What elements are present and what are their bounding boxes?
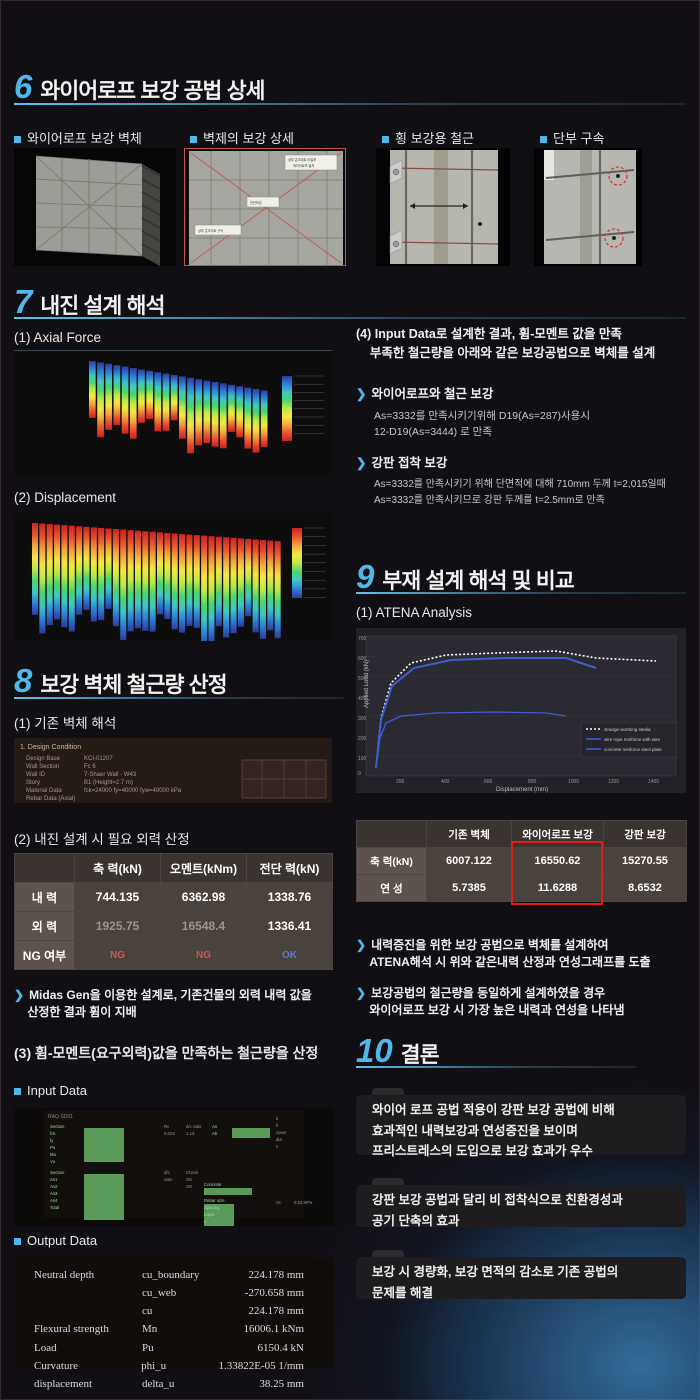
svg-text:0: 0 xyxy=(358,771,361,777)
svg-text:OK: OK xyxy=(186,1177,192,1182)
svg-text:1200: 1200 xyxy=(608,779,619,785)
svg-text:전단보강: 전단보강 xyxy=(250,200,262,205)
svg-text:Wall Section: Wall Section xyxy=(26,764,59,770)
svg-text:strange wortning steela: strange wortning steela xyxy=(604,727,651,732)
svg-text:d/c ratio: d/c ratio xyxy=(186,1124,202,1129)
svg-text:Pu: Pu xyxy=(50,1145,56,1150)
svg-text:fck: fck xyxy=(50,1131,56,1136)
svg-text:100: 100 xyxy=(358,756,367,762)
svg-text:Rebar size: Rebar size xyxy=(204,1198,225,1203)
svg-text:cover: cover xyxy=(276,1130,287,1135)
svg-text:1.13: 1.13 xyxy=(186,1131,195,1136)
svg-text:As2: As2 xyxy=(50,1184,58,1189)
svg-text:Check: Check xyxy=(186,1170,199,1175)
svg-text:As3: As3 xyxy=(50,1191,58,1196)
svg-text:400: 400 xyxy=(441,779,450,785)
svg-text:B1 (Height=2.7 m): B1 (Height=2.7 m) xyxy=(84,780,133,786)
svg-text:As1: As1 xyxy=(50,1177,58,1182)
svg-text:fck=24000 fy=40000 fyw=40000: fck=24000 fy=40000 fyw=40000 kPa xyxy=(84,788,182,794)
svg-text:KCI-01207: KCI-01207 xyxy=(84,756,113,762)
svg-text:상부 콘크리트 타설후: 상부 콘크리트 타설후 xyxy=(288,157,316,162)
svg-text:Spacing: Spacing xyxy=(204,1205,220,1210)
svg-text:Mu: Mu xyxy=(50,1152,57,1157)
svg-text:상부 콘크리트 구속: 상부 콘크리트 구속 xyxy=(198,228,223,233)
svg-text:d/c: d/c xyxy=(164,1170,171,1175)
svg-text:Vc: Vc xyxy=(276,1200,282,1205)
svg-text:Applied Load (kN): Applied Load (kN) xyxy=(364,660,370,708)
svg-text:Rc: Rc xyxy=(164,1124,170,1129)
svg-text:600: 600 xyxy=(484,779,493,785)
svg-text:300: 300 xyxy=(358,716,367,722)
svg-text:As4: As4 xyxy=(50,1198,58,1203)
svg-text:OK: OK xyxy=(186,1184,192,1189)
svg-text:200: 200 xyxy=(396,779,405,785)
svg-text:1400: 1400 xyxy=(648,779,659,785)
svg-text:RAQ-SD01: RAQ-SD01 xyxy=(48,1114,73,1120)
svg-text:1000: 1000 xyxy=(568,779,579,785)
svg-text:ratio: ratio xyxy=(164,1177,173,1182)
svg-text:200: 200 xyxy=(358,736,367,742)
svg-text:Layer: Layer xyxy=(204,1212,215,1217)
svg-text:0.024: 0.024 xyxy=(164,1131,175,1136)
svg-text:Story: Story xyxy=(26,780,40,786)
svg-text:Fc 6: Fc 6 xyxy=(84,764,96,770)
svg-text:As: As xyxy=(212,1124,217,1129)
svg-text:1. Design Condition: 1. Design Condition xyxy=(20,744,81,751)
svg-text:800: 800 xyxy=(528,779,537,785)
svg-text:concrete reinforce steel plate: concrete reinforce steel plate xyxy=(604,747,662,752)
svg-text:Design Base: Design Base xyxy=(26,756,61,762)
svg-text:Wall ID: Wall ID xyxy=(26,772,46,778)
svg-text:Rebar Data (Axial): Rebar Data (Axial) xyxy=(26,796,75,802)
svg-text:Displacement (mm): Displacement (mm) xyxy=(496,787,548,793)
svg-text:Concrete: Concrete xyxy=(204,1182,222,1187)
svg-text:7-Shaer Wall - W43: 7-Shaer Wall - W43 xyxy=(84,772,137,778)
svg-text:wire rope reinforce with wire: wire rope reinforce with wire xyxy=(604,737,661,742)
svg-text:0.53 MPa: 0.53 MPa xyxy=(294,1200,313,1205)
svg-text:Vu: Vu xyxy=(50,1159,56,1164)
svg-text:Ab: Ab xyxy=(212,1131,218,1136)
svg-text:Material Data: Material Data xyxy=(26,788,62,794)
svg-text:dia: dia xyxy=(276,1137,282,1142)
svg-text:Section: Section xyxy=(50,1124,65,1129)
svg-text:700: 700 xyxy=(358,636,367,642)
svg-text:Total: Total xyxy=(50,1205,59,1210)
svg-text:와이어로프 설치: 와이어로프 설치 xyxy=(293,163,314,168)
svg-text:Section: Section xyxy=(50,1170,65,1175)
